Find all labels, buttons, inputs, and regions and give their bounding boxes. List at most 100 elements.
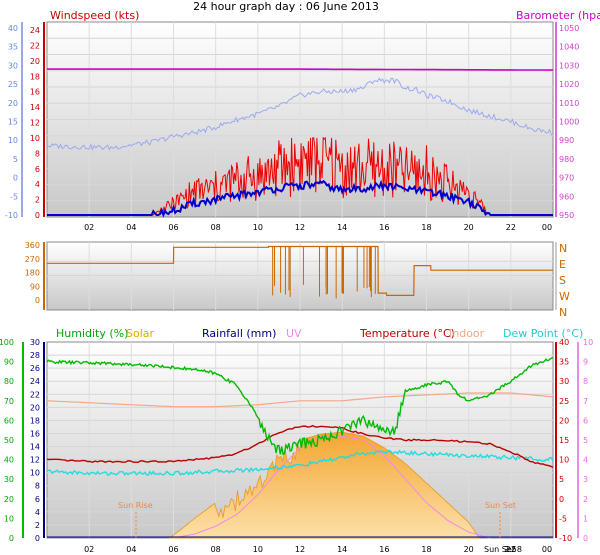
blue-tick-5: 5 — [13, 155, 18, 164]
temp-tick-25: 25 — [559, 397, 569, 406]
baro-tick-950: 950 — [559, 211, 574, 220]
baro-tick-1030: 1030 — [559, 61, 579, 70]
indoor-line — [46, 392, 554, 408]
time-tick-04: 04 — [126, 545, 136, 554]
time-tick-14: 14 — [337, 223, 347, 232]
wind-direction-line — [47, 245, 553, 296]
direction-tick-180: 180 — [25, 269, 40, 278]
uv-axis-ticks: 0 1 2 3 4 5 6 7 8 9 10 — [583, 338, 593, 543]
baro-tick-1040: 1040 — [559, 43, 579, 52]
blue-scale-line — [46, 77, 554, 151]
time-tick-16: 16 — [379, 223, 389, 232]
time-tick-16: 16 — [379, 545, 389, 554]
temp-tick-30: 30 — [559, 377, 569, 386]
dewpoint-line — [46, 449, 554, 477]
hum-tick-30: 30 — [4, 475, 14, 484]
blue-tick-10: 10 — [8, 136, 18, 145]
baro-axis-ticks: 950 960 970 980 990 1000 1010 1020 1030 1040 1050 — [559, 24, 579, 220]
uv-tick-4: 4 — [583, 456, 588, 465]
hum-tick-0: 0 — [9, 534, 14, 543]
indoor-legend: Indoor — [449, 327, 485, 340]
blue-tick--10: -10 — [5, 211, 18, 220]
baro-tick-1000: 1000 — [559, 118, 579, 127]
barometer-line — [47, 68, 554, 71]
time-tick-04: 04 — [126, 223, 136, 232]
panel1-time-ticks: 02 04 06 08 10 12 14 16 18 20 22 00 — [84, 223, 552, 232]
rain-tick-28: 28 — [30, 351, 40, 360]
hum-tick-90: 90 — [4, 358, 14, 367]
time-tick-12: 12 — [295, 223, 305, 232]
direction-tick-270: 270 — [25, 255, 40, 264]
compass-N-0: N — [559, 242, 567, 255]
rain-tick-0: 0 — [35, 534, 40, 543]
uv-tick-5: 5 — [583, 436, 588, 445]
rain-tick-18: 18 — [30, 416, 40, 425]
rainfall-legend: Rainfall (mm) — [202, 327, 276, 340]
hum-tick-50: 50 — [4, 436, 14, 445]
baro-tick-1050: 1050 — [559, 24, 579, 33]
wind-tick-18: 18 — [30, 72, 40, 81]
direction-tick-90: 90 — [30, 282, 40, 291]
uv-tick-2: 2 — [583, 495, 588, 504]
rain-tick-8: 8 — [35, 482, 40, 491]
time-tick-18: 18 — [421, 545, 431, 554]
time-tick-12: 12 — [295, 545, 305, 554]
temperature-line — [46, 424, 554, 469]
wind-tick-24: 24 — [30, 26, 40, 35]
temp-tick-5: 5 — [559, 475, 564, 484]
sunrise-label: Sun Rise — [118, 501, 153, 510]
direction-series — [47, 245, 553, 299]
time-tick-08: 08 — [211, 223, 221, 232]
temp-tick-20: 20 — [559, 416, 569, 425]
hum-tick-60: 60 — [4, 416, 14, 425]
time-tick-00: 00 — [542, 545, 552, 554]
wind-tick-22: 22 — [30, 41, 40, 50]
compass-E-1: E — [559, 258, 566, 271]
solar-legend: Solar — [126, 327, 155, 340]
hum-tick-80: 80 — [4, 377, 14, 386]
chart-title: 24 hour graph day : 06 June 2013 — [193, 0, 379, 13]
wind-tick-4: 4 — [35, 180, 40, 189]
rain-tick-26: 26 — [30, 364, 40, 373]
rain-tick-10: 10 — [30, 469, 40, 478]
baro-tick-960: 960 — [559, 192, 574, 201]
panel3-time-ticks: 02 04 06 08 10 12 14 16 18 20 22 00 — [84, 545, 552, 554]
dewpoint-legend: Dew Point (°C) — [503, 327, 583, 340]
time-tick-02: 02 — [84, 223, 94, 232]
compass-N-4: N — [559, 306, 567, 319]
temp-tick-10: 10 — [559, 456, 569, 465]
compass-S-2: S — [559, 274, 566, 287]
humidity-line — [46, 357, 554, 456]
time-tick-22: 22 — [506, 545, 516, 554]
direction-axis-ticks: 0 90 180 270 360 — [25, 241, 40, 305]
temp-tick--5: -5 — [559, 514, 567, 523]
humidity-axis-ticks: 0 10 20 30 40 50 60 70 80 90 100 — [0, 338, 14, 543]
blue-axis-ticks: -10 -5 0 5 10 15 20 25 30 35 40 — [5, 24, 18, 220]
uv-tick-9: 9 — [583, 358, 588, 367]
rain-tick-16: 16 — [30, 430, 40, 439]
rain-tick-14: 14 — [30, 443, 40, 452]
baro-tick-990: 990 — [559, 136, 574, 145]
blue-tick--5: -5 — [10, 192, 18, 201]
direction-tick-0: 0 — [35, 296, 40, 305]
blue-tick-35: 35 — [8, 43, 18, 52]
compass-W-3: W — [559, 290, 570, 303]
hum-tick-40: 40 — [4, 456, 14, 465]
time-tick-18: 18 — [421, 223, 431, 232]
rain-tick-2: 2 — [35, 521, 40, 530]
uv-tick-6: 6 — [583, 416, 588, 425]
time-tick-08: 08 — [211, 545, 221, 554]
temp-tick--10: -10 — [559, 534, 572, 543]
direction-tick-360: 360 — [25, 241, 40, 250]
wind-tick-12: 12 — [30, 119, 40, 128]
temp-tick-0: 0 — [559, 495, 564, 504]
time-tick-10: 10 — [253, 545, 263, 554]
uv-tick-1: 1 — [583, 514, 588, 523]
rain-tick-6: 6 — [35, 495, 40, 504]
time-tick-02: 02 — [84, 545, 94, 554]
baro-tick-1010: 1010 — [559, 99, 579, 108]
